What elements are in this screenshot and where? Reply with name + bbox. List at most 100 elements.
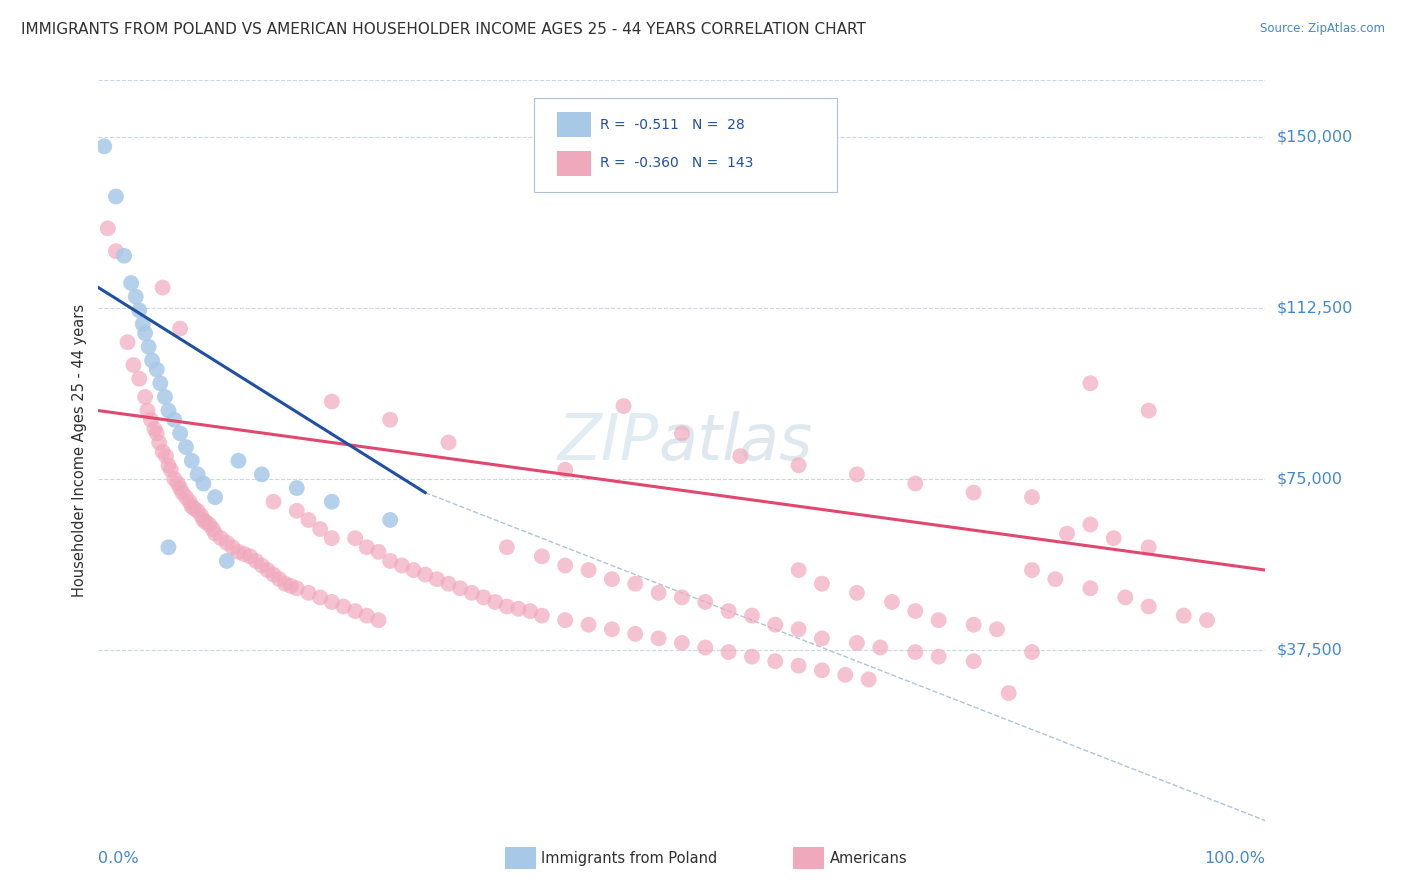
Point <box>1021 490 1043 504</box>
Point <box>869 640 891 655</box>
Point <box>1137 541 1160 555</box>
Point <box>356 541 378 555</box>
Point <box>125 290 148 304</box>
Point <box>274 576 297 591</box>
Point <box>380 554 402 568</box>
Point <box>104 189 127 203</box>
Point <box>1102 531 1125 545</box>
Point <box>297 513 319 527</box>
Point <box>139 413 162 427</box>
Point <box>426 572 449 586</box>
Point <box>262 567 284 582</box>
Point <box>787 458 810 473</box>
Point <box>194 515 217 529</box>
Point <box>136 403 159 417</box>
Point <box>413 567 436 582</box>
Point <box>624 576 647 591</box>
Point <box>209 531 232 545</box>
Point <box>166 476 188 491</box>
Point <box>496 541 519 555</box>
Point <box>321 531 343 545</box>
Point <box>437 435 460 450</box>
Point <box>962 654 984 668</box>
Point <box>717 604 740 618</box>
Point <box>122 358 145 372</box>
Point <box>1197 613 1219 627</box>
Point <box>97 221 120 235</box>
Point <box>117 335 139 350</box>
Point <box>671 591 693 605</box>
Point <box>321 494 343 508</box>
Point <box>152 444 174 458</box>
Point <box>134 390 156 404</box>
Point <box>344 531 367 545</box>
Text: Americans: Americans <box>830 851 907 865</box>
Point <box>962 485 984 500</box>
Text: Immigrants from Poland: Immigrants from Poland <box>541 851 717 865</box>
Point <box>146 426 169 441</box>
Point <box>134 326 156 340</box>
Point <box>1173 608 1195 623</box>
Point <box>309 522 332 536</box>
Point <box>449 582 471 596</box>
Text: Source: ZipAtlas.com: Source: ZipAtlas.com <box>1260 22 1385 36</box>
Point <box>187 504 209 518</box>
Text: R =  -0.511   N =  28: R = -0.511 N = 28 <box>600 118 745 132</box>
Point <box>811 663 834 677</box>
Point <box>157 403 180 417</box>
Point <box>508 601 530 615</box>
Point <box>163 413 186 427</box>
Point <box>787 658 810 673</box>
Point <box>143 422 166 436</box>
Point <box>1021 563 1043 577</box>
Point <box>128 372 150 386</box>
Point <box>1137 403 1160 417</box>
Point <box>600 622 623 636</box>
Point <box>146 362 169 376</box>
Point <box>309 591 332 605</box>
Point <box>250 467 273 482</box>
Point <box>367 545 389 559</box>
Point <box>472 591 495 605</box>
Point <box>155 449 177 463</box>
Point <box>180 453 202 467</box>
Point <box>904 645 927 659</box>
Point <box>402 563 425 577</box>
Point <box>530 549 553 564</box>
Text: 0.0%: 0.0% <box>98 851 139 866</box>
Point <box>904 476 927 491</box>
Point <box>201 522 224 536</box>
Point <box>93 139 115 153</box>
Point <box>1045 572 1067 586</box>
Point <box>741 649 763 664</box>
Point <box>695 595 717 609</box>
Point <box>256 563 278 577</box>
Point <box>152 280 174 294</box>
Point <box>1080 517 1102 532</box>
Point <box>437 576 460 591</box>
Point <box>858 673 880 687</box>
Text: R =  -0.360   N =  143: R = -0.360 N = 143 <box>600 156 754 170</box>
Text: $112,500: $112,500 <box>1277 301 1353 316</box>
Y-axis label: Householder Income Ages 25 - 44 years: Householder Income Ages 25 - 44 years <box>72 304 87 597</box>
Point <box>554 613 576 627</box>
Point <box>233 547 256 561</box>
Point <box>1137 599 1160 614</box>
Point <box>461 586 484 600</box>
Point <box>269 572 291 586</box>
Point <box>169 426 191 441</box>
Point <box>204 490 226 504</box>
Point <box>193 476 215 491</box>
Point <box>190 508 212 523</box>
Point <box>148 435 170 450</box>
Point <box>149 376 172 391</box>
Point <box>763 654 786 668</box>
Point <box>380 413 402 427</box>
Point <box>519 604 541 618</box>
Point <box>986 622 1008 636</box>
Point <box>174 490 197 504</box>
Point <box>120 276 142 290</box>
Point <box>128 303 150 318</box>
Text: atlas: atlas <box>658 411 813 474</box>
Point <box>530 608 553 623</box>
